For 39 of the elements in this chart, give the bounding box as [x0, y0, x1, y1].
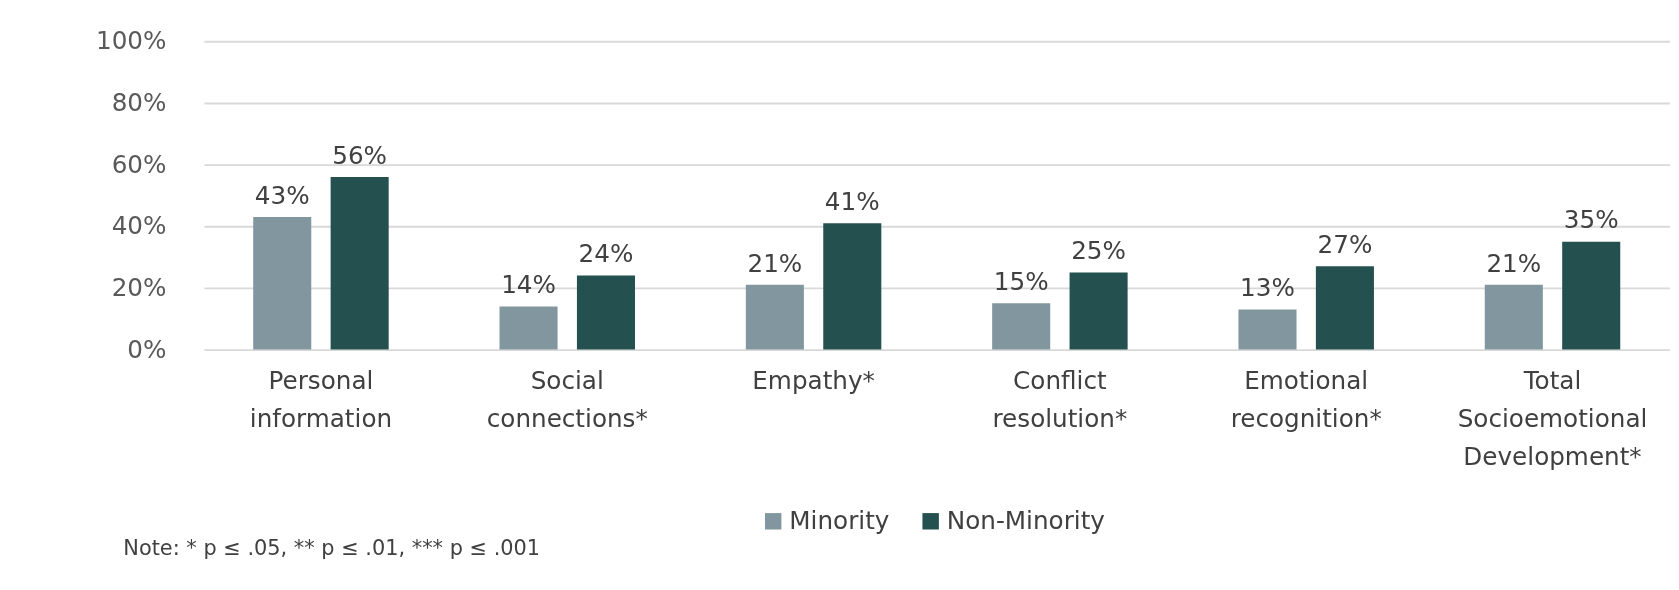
x-tick-label: Total Socioemotional Development*: [1457, 365, 1648, 471]
bar: [499, 306, 558, 350]
data-label: 14%: [501, 270, 556, 300]
data-label: 41%: [824, 186, 880, 216]
x-tick-label: Social connections*: [486, 365, 648, 433]
bar: [992, 303, 1051, 350]
bar: [1315, 266, 1374, 350]
data-label: 13%: [1240, 273, 1295, 303]
data-label: 27%: [1317, 230, 1373, 260]
bar: [253, 217, 312, 350]
data-label: 43%: [254, 180, 310, 210]
data-label: 25%: [1071, 236, 1126, 266]
legend-label: Minority: [789, 505, 890, 535]
x-tick-label: Personal information: [249, 365, 393, 433]
bar: [330, 176, 389, 350]
data-label: 24%: [578, 239, 634, 269]
bar: [745, 284, 804, 350]
bar: [823, 223, 882, 350]
bar: [576, 275, 635, 350]
data-label: 21%: [747, 248, 803, 278]
y-tick-label: 20%: [111, 273, 167, 303]
y-tick-label: 80%: [111, 88, 167, 118]
text: Note: * p ≤ .05, ** p ≤ .01, *** p ≤ .001: [123, 536, 541, 561]
x-tick-label: Empathy*: [752, 365, 875, 395]
y-tick-label: 0%: [127, 334, 167, 364]
data-label: 15%: [993, 267, 1049, 297]
legend-label: Non-Minority: [946, 505, 1105, 535]
bar: [1069, 272, 1128, 350]
bar: [1238, 309, 1297, 350]
data-label: 35%: [1563, 205, 1619, 235]
y-tick-label: 60%: [111, 149, 167, 179]
data-label: 21%: [1486, 248, 1542, 278]
data-label: 56%: [332, 140, 388, 170]
bar: [1562, 241, 1621, 350]
y-tick-label: 40%: [111, 211, 167, 241]
x-tick-label: Conflict resolution*: [992, 365, 1128, 433]
bar: [1484, 284, 1543, 350]
y-tick-label: 100%: [95, 26, 167, 56]
x-tick-label: Emotional recognition*: [1230, 365, 1382, 433]
